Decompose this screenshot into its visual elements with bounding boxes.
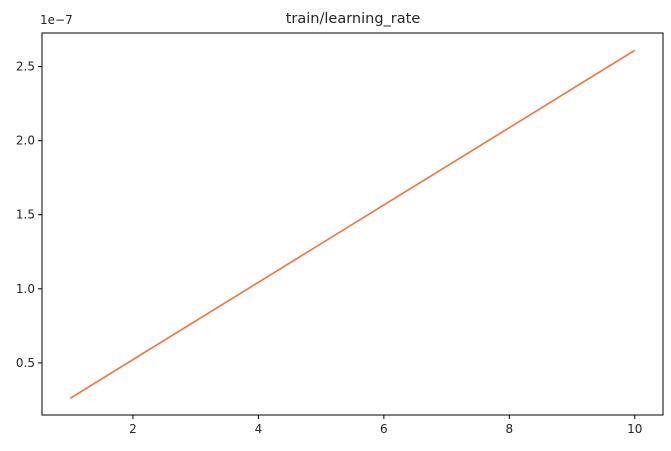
x-tick-label: 2 [129, 422, 137, 436]
y-tick-label: 2.0 [16, 134, 35, 148]
chart-title: train/learning_rate [286, 11, 421, 27]
y-axis-offset-label: 1e−7 [40, 13, 73, 27]
plot-frame [41, 32, 664, 416]
series-layer [69, 49, 636, 399]
x-tick-label: 4 [255, 422, 263, 436]
x-axis-ticks: 2 4 6 8 10 [129, 415, 642, 436]
y-tick-label: 2.5 [16, 60, 35, 74]
x-tick-label: 6 [380, 422, 388, 436]
x-tick-label: 8 [505, 422, 513, 436]
y-axis-ticks: 0.5 1.0 1.5 2.0 2.5 [16, 60, 42, 370]
y-tick-label: 1.0 [16, 282, 35, 296]
x-tick-label: 10 [627, 422, 642, 436]
y-tick-label: 0.5 [16, 356, 35, 370]
y-tick-label: 1.5 [16, 208, 35, 222]
series-line [69, 49, 636, 399]
